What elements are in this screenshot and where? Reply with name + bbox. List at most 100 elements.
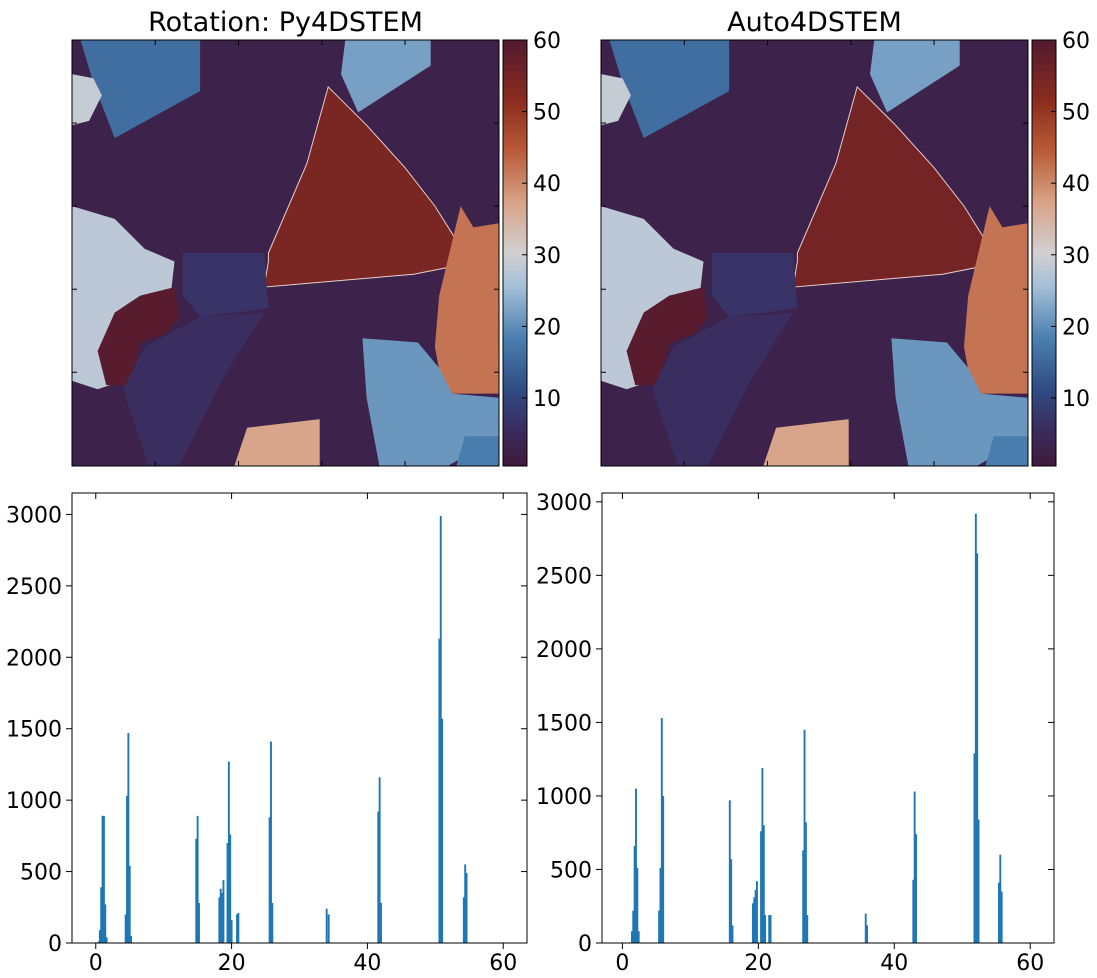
histogram-bar	[270, 741, 272, 943]
histogram-bar	[98, 930, 101, 943]
histogram-bar	[660, 718, 663, 943]
heatmap-region-left-gray	[72, 206, 175, 390]
histogram-bar	[195, 838, 198, 943]
histogram-bar	[377, 811, 380, 943]
histogram-bar	[760, 831, 762, 943]
heatmap-region-lower-dark-purple	[123, 312, 265, 466]
histogram-bar	[378, 777, 381, 943]
histogram-bar	[218, 897, 221, 943]
histogram-bar	[804, 822, 807, 943]
histogram-bar	[635, 788, 637, 943]
histogram-bar	[230, 920, 233, 943]
colorbar-tick-label: 30	[1062, 244, 1090, 269]
heatmap-region-bottom-right-mid-blue	[985, 436, 1028, 466]
heatmap-region-top-center-light-blue	[341, 40, 431, 113]
histogram-bar	[271, 903, 274, 943]
histogram-bar	[806, 915, 809, 943]
histogram-panel-2: 0 20 40 60 0 500 1000 1500 2000 2500 3000	[536, 491, 1055, 976]
y-tick-label: 1500	[6, 718, 62, 743]
y-tick-label: 0	[578, 932, 592, 957]
y-tick-label: 1000	[6, 789, 62, 814]
histogram-bar	[102, 815, 105, 943]
heatmap-title: Rotation: Py4DSTEM	[148, 7, 423, 38]
y-tick-label: 3000	[536, 491, 592, 516]
histogram-bar	[226, 843, 229, 943]
heatmap-frame	[600, 39, 1029, 467]
histogram-bar	[912, 879, 915, 943]
histogram-bar	[769, 915, 772, 943]
histogram-bar	[997, 882, 1000, 943]
colorbar-tick-label: 60	[533, 29, 561, 54]
histogram-bar	[380, 903, 382, 943]
histogram-bar	[227, 761, 230, 943]
histogram-bar	[636, 868, 639, 943]
heatmap-region-lower-right-light-blue	[891, 338, 1028, 466]
histogram-bar	[658, 910, 661, 943]
y-tick-label: 1000	[536, 785, 592, 810]
histogram-bar	[731, 925, 734, 943]
histogram-bar	[124, 914, 127, 943]
heatmap-region-top-left-blue	[80, 40, 201, 138]
histogram-bar	[441, 718, 444, 943]
histogram-bar	[633, 845, 636, 943]
histogram-bar	[221, 893, 224, 943]
heatmap-region-left-edge-gray	[601, 74, 631, 126]
y-tick-label: 2500	[536, 564, 592, 589]
histogram-bar	[128, 865, 131, 943]
heatmap-region-top-left-blue	[609, 40, 730, 138]
heatmap-region-left-edge-gray	[72, 74, 102, 126]
histogram-bar	[438, 638, 441, 943]
histogram-bar	[803, 729, 806, 943]
heatmap-region-left-dark-red	[97, 287, 179, 386]
heatmap-region-center-dark-purple	[183, 253, 269, 317]
histogram-bar	[864, 913, 867, 943]
histogram-bar	[768, 915, 771, 943]
histogram-bar	[127, 733, 130, 943]
histogram-bar	[101, 815, 104, 943]
histogram-bar	[999, 854, 1002, 943]
histogram-bar	[973, 753, 976, 943]
histogram-bar	[1000, 891, 1003, 943]
heatmap-frame	[71, 39, 500, 467]
histogram-bar	[730, 859, 733, 943]
histogram-bar	[126, 795, 128, 943]
heatmap-region-left-dark-red	[626, 287, 708, 386]
histogram-bar	[913, 791, 916, 943]
y-tick-label: 500	[550, 858, 592, 883]
colorbar-tick-label: 10	[533, 387, 561, 412]
histogram-bar	[976, 553, 979, 943]
x-tick-label: 60	[1016, 951, 1044, 976]
histogram-bar	[236, 914, 238, 943]
histogram-panel-1: 0 20 40 60 0 500 1000 1500 2000 2500 3000	[6, 492, 528, 976]
histogram-bar	[761, 768, 764, 943]
x-tick-label: 0	[89, 951, 103, 976]
histogram-bar	[100, 887, 103, 943]
heatmap-region-bottom-right-mid-blue	[456, 436, 499, 466]
y-tick-label: 0	[48, 932, 62, 957]
colorbar-tick-label: 20	[1062, 315, 1090, 340]
heatmap-region-central-triangle	[792, 85, 986, 288]
x-tick-label: 40	[880, 951, 908, 976]
colorbar-tick-label: 20	[533, 315, 561, 340]
y-tick-label: 3000	[6, 503, 62, 528]
x-tick-label: 40	[353, 951, 381, 976]
heatmap-region-bottom-tan	[763, 419, 849, 466]
y-tick-label: 2500	[6, 575, 62, 600]
colorbar-tick-label: 50	[533, 101, 561, 126]
colorbar	[1031, 39, 1057, 467]
histogram-bar	[753, 897, 756, 943]
x-tick-label: 60	[489, 951, 517, 976]
histogram-bar	[802, 850, 805, 943]
histogram-bar	[866, 925, 869, 943]
heatmap-region-lower-right-light-blue	[362, 338, 499, 466]
histogram-bar	[462, 897, 465, 943]
histogram-bar	[104, 904, 107, 943]
histogram-bar	[751, 903, 754, 943]
histogram-bar	[977, 819, 980, 943]
histogram-bar	[464, 864, 467, 943]
histogram-bar	[105, 937, 108, 943]
histogram-frame	[71, 492, 528, 944]
histogram-bar	[219, 888, 222, 943]
histogram-bar	[97, 941, 100, 943]
heatmap-region-top-center-light-blue	[870, 40, 960, 113]
